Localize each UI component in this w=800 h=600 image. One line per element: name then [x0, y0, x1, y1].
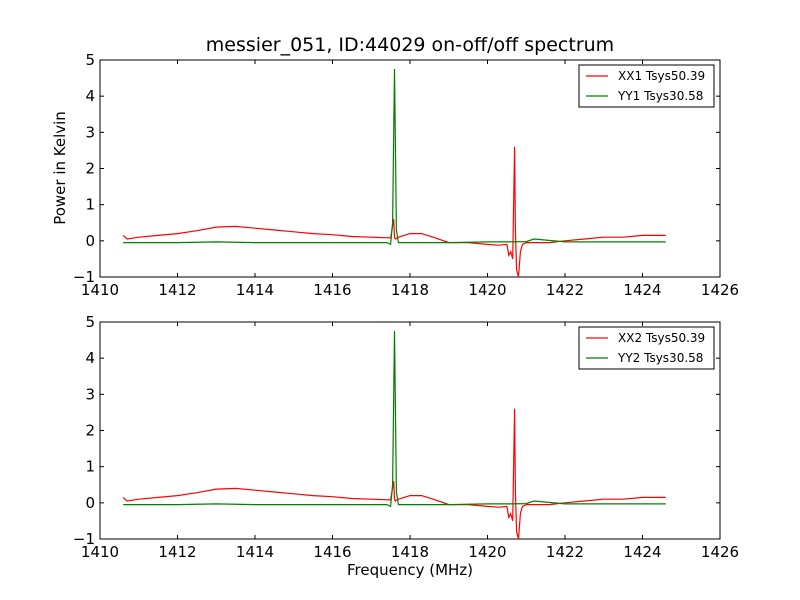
x-tick-label: 1424 [623, 281, 661, 299]
x-tick-label: 1422 [546, 543, 584, 561]
legend-label: XX1 Tsys50.39 [618, 69, 705, 83]
x-tick-label: 1420 [468, 543, 506, 561]
y-tick-label: 5 [85, 313, 95, 331]
series-line-yy2 [123, 330, 666, 508]
legend-box [578, 64, 715, 108]
y-tick-label: 0 [85, 494, 95, 512]
y-tick-label: 1 [85, 458, 95, 476]
series-line-xx1 [122, 146, 666, 278]
x-tick-label: 1416 [313, 543, 351, 561]
y-tick-label: 0 [85, 232, 95, 250]
chart-title: messier_051, ID:44029 on-off/off spectru… [205, 34, 615, 56]
legend-label: YY1 Tsys30.58 [617, 89, 703, 103]
x-tick-label: 1412 [158, 281, 196, 299]
y-tick-label: 5 [85, 51, 95, 69]
y-tick-label: 2 [85, 422, 95, 440]
x-tick-label: 1426 [701, 543, 739, 561]
x-tick-label: 1412 [158, 543, 196, 561]
x-tick-label: 1424 [623, 543, 661, 561]
x-tick-label: 1414 [236, 543, 274, 561]
y-tick-label: −1 [73, 530, 95, 548]
x-tick-label: 1418 [391, 281, 429, 299]
y-tick-label: 1 [85, 196, 95, 214]
x-tick-label: 1410 [81, 281, 119, 299]
x-tick-label: 1414 [236, 281, 274, 299]
y-tick-label: 3 [85, 385, 95, 403]
series-line-yy1 [123, 68, 666, 246]
legend-label: XX2 Tsys50.39 [618, 331, 705, 345]
y-tick-label: 3 [85, 123, 95, 141]
x-tick-label: 1410 [81, 543, 119, 561]
x-axis-label: Frequency (MHz) [346, 561, 474, 579]
legend: XX1 Tsys50.39 YY1 Tsys30.58 [578, 64, 715, 108]
legend-box [578, 326, 715, 370]
y-tick-label: −1 [73, 268, 95, 286]
y-tick-label: 2 [85, 160, 95, 178]
series-line-xx2 [122, 408, 666, 540]
y-tick-label: 4 [85, 87, 95, 105]
x-tick-label: 1426 [701, 281, 739, 299]
x-tick-label: 1422 [546, 281, 584, 299]
legend-label: YY2 Tsys30.58 [617, 351, 703, 365]
x-tick-label: 1418 [391, 543, 429, 561]
y-tick-label: 4 [85, 349, 95, 367]
legend: XX2 Tsys50.39 YY2 Tsys30.58 [578, 326, 715, 370]
x-tick-label: 1420 [468, 281, 506, 299]
x-tick-label: 1416 [313, 281, 351, 299]
